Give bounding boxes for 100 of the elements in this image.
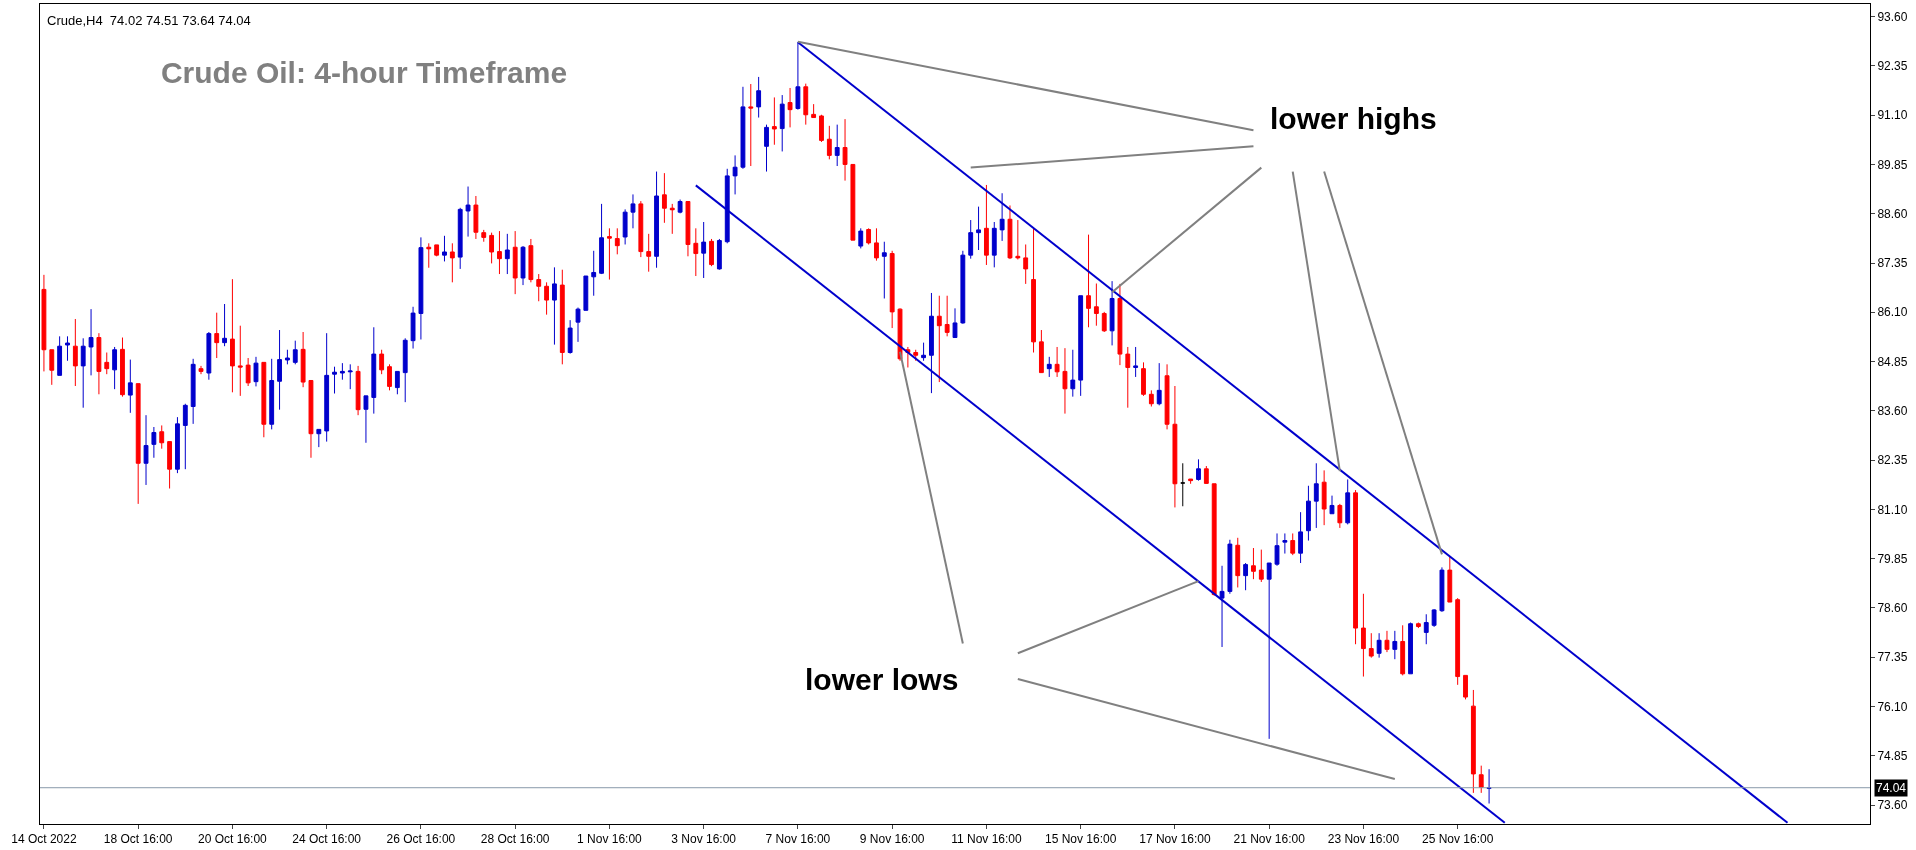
candlestick (339, 362, 345, 381)
candlestick (1203, 465, 1209, 485)
candlestick (748, 83, 754, 167)
candlestick (1148, 389, 1154, 408)
candlestick (457, 207, 463, 270)
candlestick (1243, 562, 1249, 591)
candlestick (1384, 630, 1390, 653)
annotation: lower highs (1270, 102, 1437, 135)
candlestick (575, 307, 581, 343)
candlestick (1329, 495, 1335, 515)
candlestick (811, 103, 817, 119)
candlestick (1266, 562, 1272, 740)
candlestick (936, 295, 942, 383)
candlestick (1321, 469, 1327, 526)
y-tick-label: 86.10 (1877, 305, 1908, 320)
candlestick (583, 275, 589, 311)
candlestick (1298, 511, 1303, 564)
candlestick (630, 193, 636, 229)
candlestick (1251, 547, 1256, 580)
candlestick (764, 124, 769, 173)
candlestick (654, 171, 659, 269)
candlestick (151, 426, 157, 459)
candlestick (968, 219, 974, 260)
candlestick (497, 230, 502, 275)
candlestick (284, 349, 290, 365)
candlestick (214, 312, 220, 359)
candlestick (1455, 597, 1461, 686)
candlestick (159, 424, 165, 450)
x-tick-label: 7 Nov 16:00 (765, 832, 831, 847)
candlestick (646, 233, 652, 273)
candlestick (1439, 566, 1445, 613)
candlestick (261, 361, 267, 438)
candlestick (426, 242, 432, 269)
candlestick (324, 332, 330, 443)
candlestick (72, 318, 78, 387)
candlestick (677, 199, 683, 214)
candlestick (536, 273, 542, 302)
y-tick-label: 77.35 (1877, 650, 1908, 665)
candlestick (991, 221, 997, 268)
candlestick (1164, 363, 1170, 430)
candlestick (929, 292, 934, 394)
candlestick (1172, 385, 1178, 508)
candlestick (49, 349, 55, 386)
x-tick-label: 17 Nov 16:00 (1139, 832, 1211, 847)
x-tick-label: 25 Nov 16:00 (1421, 832, 1494, 847)
candlestick (638, 200, 644, 258)
annotation: Crude,H4 74.02 74.51 73.64 74.04 (47, 13, 251, 28)
candlestick (1180, 462, 1186, 507)
candlestick (1463, 674, 1468, 700)
candlestick (57, 335, 63, 376)
y-tick-label: 81.10 (1877, 502, 1908, 517)
candlestick (552, 266, 557, 346)
candlestick (1196, 458, 1201, 482)
candlestick (512, 230, 518, 295)
candlestick (1141, 361, 1146, 397)
candlestick (1353, 489, 1358, 645)
candlestick (661, 172, 667, 224)
candlestick (245, 357, 251, 387)
candlestick (253, 356, 259, 387)
candlestick (1447, 556, 1453, 603)
candlestick (921, 342, 927, 362)
candlestick (1211, 483, 1217, 597)
candlestick (1274, 532, 1280, 567)
candlestick (112, 346, 118, 390)
y-tick-label: 73.60 (1877, 798, 1908, 813)
candlestick (732, 154, 738, 195)
candlestick (771, 96, 777, 146)
x-tick-label: 11 Nov 16:00 (951, 832, 1022, 847)
candlestick (182, 403, 188, 470)
x-tick-label: 23 Nov 16:00 (1327, 832, 1400, 847)
candlestick (1258, 549, 1264, 583)
candlestick (410, 306, 416, 350)
candlestick (167, 441, 173, 490)
candlestick (1007, 204, 1013, 260)
candlestick (599, 203, 604, 275)
candlestick (379, 349, 385, 375)
candlestick (332, 366, 337, 394)
candlestick (1376, 632, 1382, 659)
candlestick (1360, 593, 1366, 678)
y-tick-label: 93.60 (1877, 9, 1908, 24)
candlestick (1368, 632, 1374, 659)
x-tick-label: 15 Nov 16:00 (1044, 832, 1117, 847)
candlestick (1486, 768, 1492, 804)
candlestick (120, 337, 125, 398)
candlestick (850, 163, 856, 241)
y-tick-label: 79.85 (1877, 551, 1908, 566)
candlestick (834, 124, 840, 167)
x-tick-label: 18 Oct 16:00 (103, 832, 173, 847)
candlestick (944, 295, 950, 337)
candlestick (1062, 347, 1068, 415)
candlestick (1392, 630, 1398, 660)
x-tick-label: 9 Nov 16:00 (859, 832, 925, 847)
candlestick (355, 365, 361, 416)
candlestick (504, 233, 510, 275)
candlestick (65, 335, 70, 362)
candlestick (127, 359, 133, 414)
candlestick (1038, 329, 1044, 374)
candlestick (544, 281, 550, 316)
y-tick-label: 92.35 (1877, 59, 1908, 74)
candlestick (190, 358, 196, 425)
